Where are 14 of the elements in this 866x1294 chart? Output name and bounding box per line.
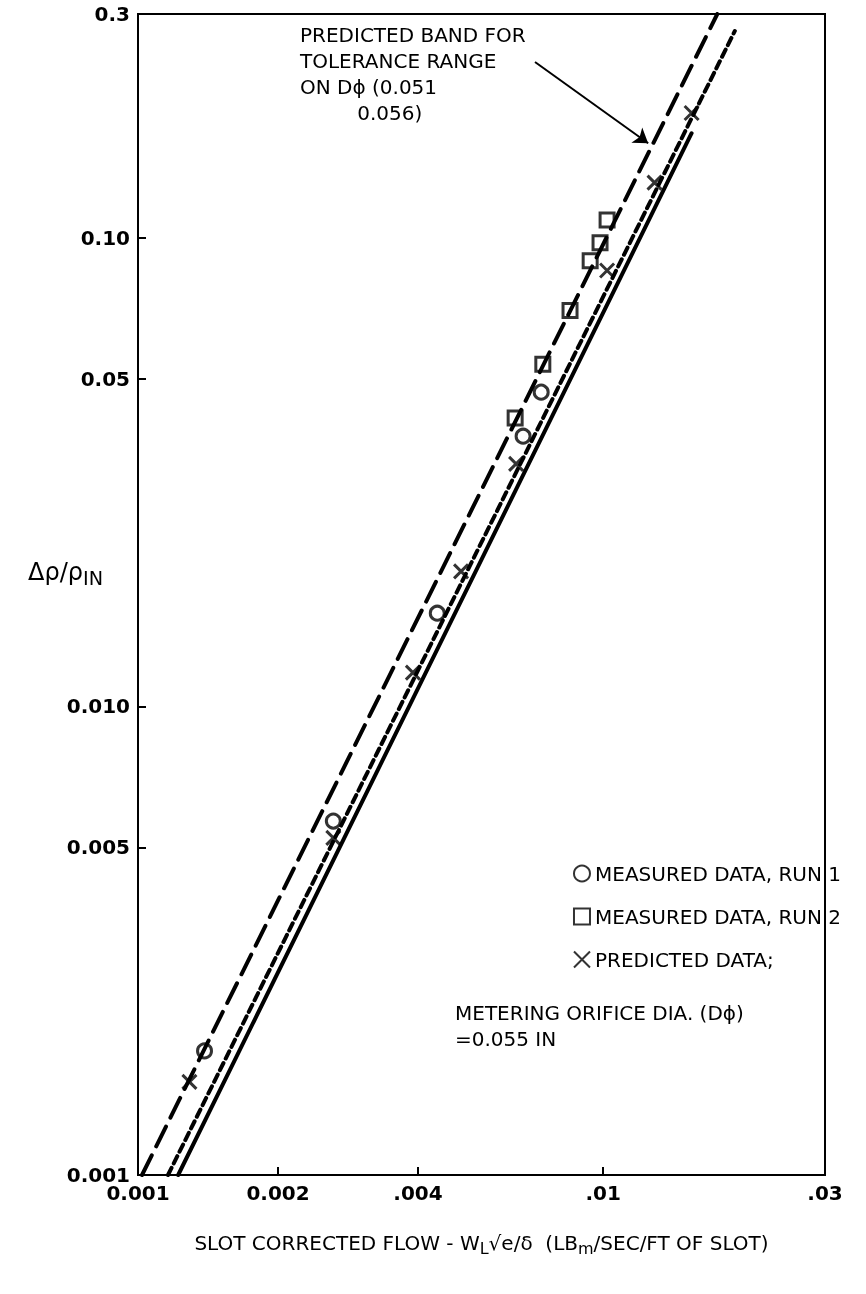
y-tick-label: 0.10: [80, 225, 130, 250]
legend-label: PREDICTED DATA;: [594, 947, 774, 972]
y-tick-label: 0.3: [94, 2, 130, 26]
annotation: METERING ORIFICE DIA. (Dϕ) =0.055 IN: [455, 1001, 744, 1051]
y-tick-label: 0.010: [66, 694, 130, 719]
legend-label: MEASURED DATA, RUN 2: [594, 904, 841, 929]
x-tick-label: .01: [585, 1181, 621, 1205]
annotation: PREDICTED BAND FOR TOLERANCE RANGE ON Dϕ (0.051 0.056): [299, 23, 526, 125]
x-tick-label: .004: [393, 1181, 443, 1205]
legend-label: MEASURED DATA, RUN 1: [594, 861, 841, 886]
x-tick-label: 0.002: [246, 1181, 310, 1205]
y-tick-label: 0.005: [66, 835, 130, 860]
y-tick-label: 0.05: [80, 366, 130, 391]
x-tick-label: .03: [807, 1181, 843, 1205]
